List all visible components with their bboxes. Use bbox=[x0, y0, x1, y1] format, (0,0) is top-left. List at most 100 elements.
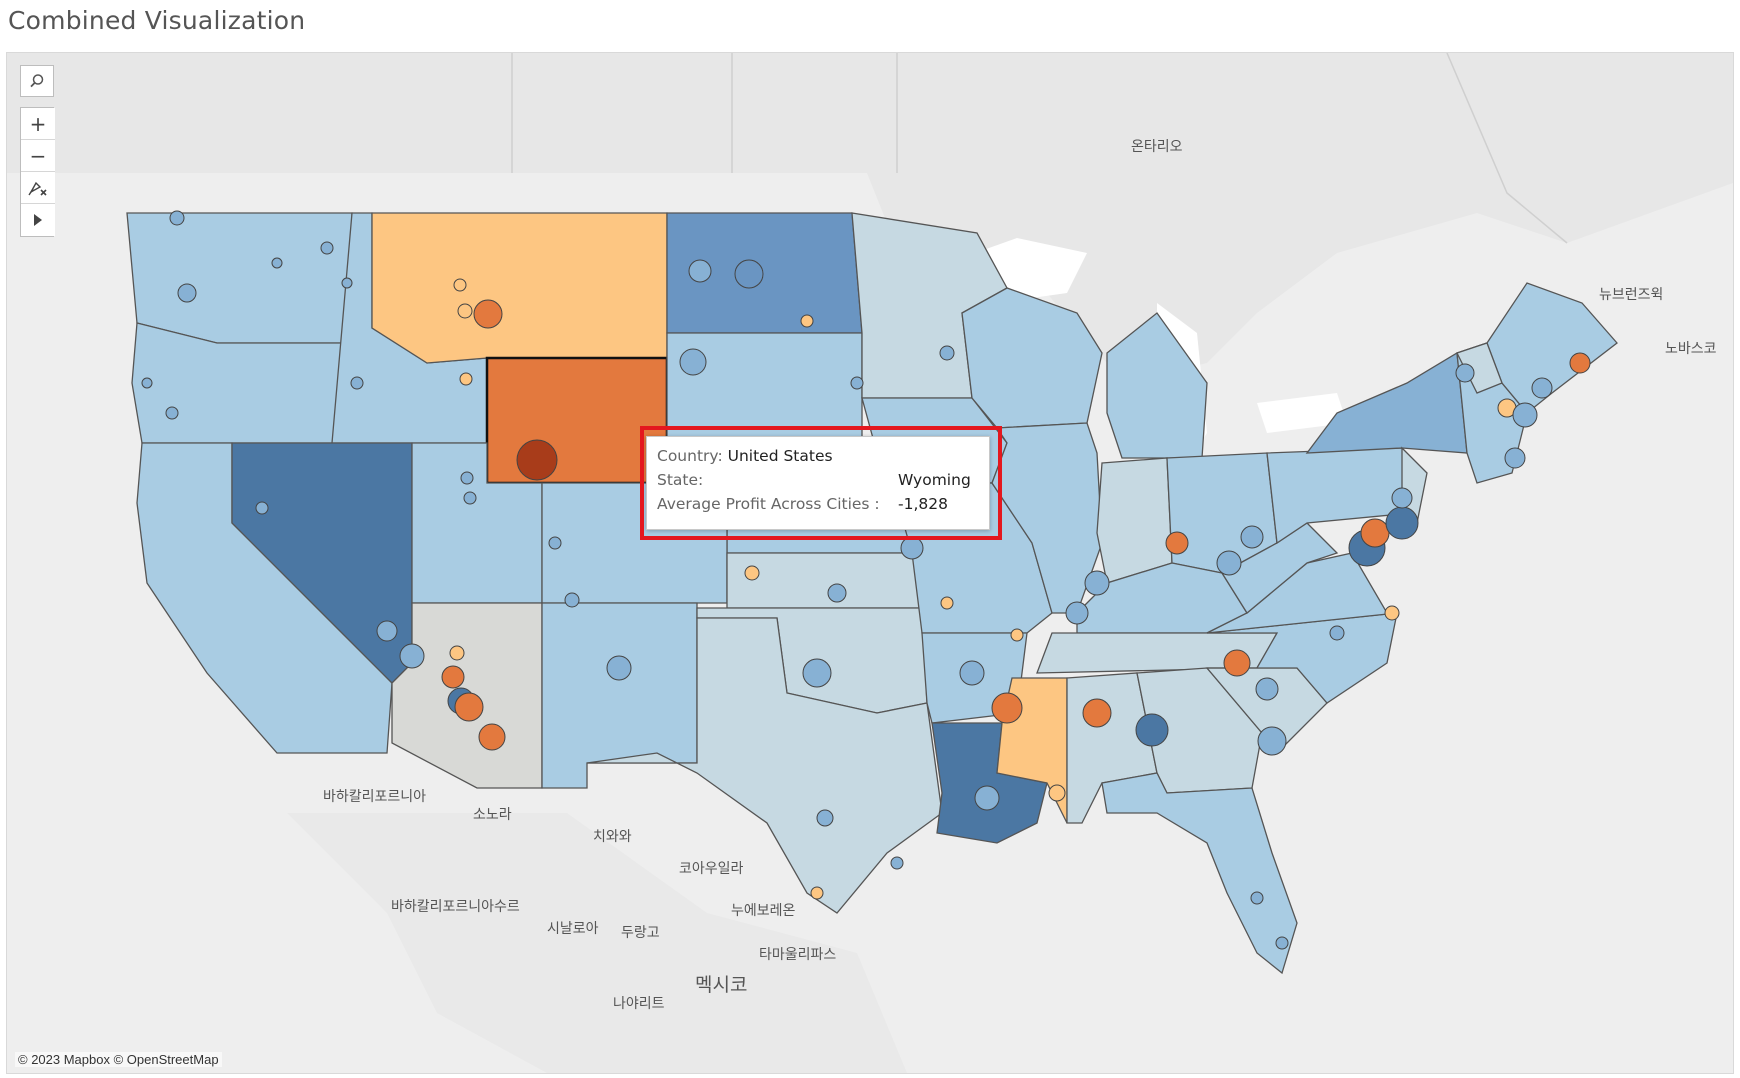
state-north-carolina[interactable] bbox=[1206, 612, 1398, 704]
city-marker[interactable] bbox=[141, 377, 153, 389]
city-marker[interactable] bbox=[1512, 402, 1538, 428]
label-tamaulipas: 타마울리파스 bbox=[759, 947, 836, 963]
tooltip-state-label: State: bbox=[657, 471, 704, 489]
state-wisconsin[interactable] bbox=[961, 287, 1103, 429]
city-marker[interactable] bbox=[548, 536, 562, 550]
mexico-region bbox=[287, 813, 907, 1073]
city-marker[interactable] bbox=[341, 277, 353, 289]
city-marker[interactable] bbox=[827, 583, 847, 603]
city-marker[interactable] bbox=[734, 259, 764, 289]
city-marker[interactable] bbox=[1135, 713, 1169, 747]
city-marker[interactable] bbox=[1275, 936, 1289, 950]
state-kansas[interactable] bbox=[726, 552, 923, 609]
city-markers bbox=[141, 210, 1591, 950]
city-marker[interactable] bbox=[1455, 363, 1475, 383]
zoom-in-button[interactable]: + bbox=[21, 108, 55, 140]
city-marker[interactable] bbox=[1531, 377, 1553, 399]
city-marker[interactable] bbox=[940, 596, 954, 610]
city-marker[interactable] bbox=[802, 658, 832, 688]
city-marker[interactable] bbox=[1391, 487, 1413, 509]
city-marker[interactable] bbox=[454, 692, 484, 722]
city-marker[interactable] bbox=[1223, 649, 1251, 677]
city-marker[interactable] bbox=[800, 314, 814, 328]
city-marker[interactable] bbox=[441, 665, 465, 689]
city-marker[interactable] bbox=[473, 299, 503, 329]
city-marker[interactable] bbox=[457, 303, 473, 319]
city-marker[interactable] bbox=[177, 283, 197, 303]
city-marker[interactable] bbox=[564, 592, 580, 608]
state-indiana[interactable] bbox=[1096, 457, 1173, 584]
label-chihuahua: 치와와 bbox=[593, 829, 632, 845]
city-marker[interactable] bbox=[991, 692, 1023, 724]
city-marker[interactable] bbox=[255, 501, 269, 515]
wyoming-city-marker[interactable] bbox=[516, 439, 558, 481]
city-marker[interactable] bbox=[1048, 784, 1066, 802]
city-marker[interactable] bbox=[1385, 506, 1419, 540]
city-marker[interactable] bbox=[478, 723, 506, 751]
state-montana[interactable] bbox=[371, 212, 668, 364]
city-marker[interactable] bbox=[1010, 628, 1024, 642]
reset-pin-button[interactable] bbox=[21, 172, 55, 204]
city-marker[interactable] bbox=[939, 345, 955, 361]
city-marker[interactable] bbox=[460, 471, 474, 485]
city-marker[interactable] bbox=[1065, 601, 1089, 625]
city-marker[interactable] bbox=[1569, 352, 1591, 374]
city-marker[interactable] bbox=[810, 886, 824, 900]
label-new-brunswick: 뉴브런즈윅 bbox=[1599, 287, 1663, 303]
city-marker[interactable] bbox=[1504, 447, 1526, 469]
city-marker[interactable] bbox=[974, 785, 1000, 811]
city-marker[interactable] bbox=[320, 241, 334, 255]
city-marker[interactable] bbox=[453, 278, 467, 292]
city-marker[interactable] bbox=[816, 809, 834, 827]
city-marker[interactable] bbox=[1255, 677, 1279, 701]
city-marker[interactable] bbox=[606, 655, 632, 681]
label-durango: 두랑고 bbox=[621, 925, 660, 941]
city-marker[interactable] bbox=[399, 643, 425, 669]
city-marker[interactable] bbox=[1082, 698, 1112, 728]
reset-pin-icon bbox=[28, 181, 47, 196]
city-marker[interactable] bbox=[459, 372, 473, 386]
city-marker[interactable] bbox=[1216, 550, 1242, 576]
city-marker[interactable] bbox=[744, 565, 760, 581]
city-marker[interactable] bbox=[1257, 726, 1287, 756]
expand-toolbar-button[interactable] bbox=[21, 204, 55, 236]
city-marker[interactable] bbox=[376, 620, 398, 642]
city-marker[interactable] bbox=[1250, 891, 1264, 905]
city-marker[interactable] bbox=[1084, 570, 1110, 596]
map-view[interactable]: 온타리오 뉴브런즈윅 노바스코 바하칼리포르니아 소노라 치와와 코아우일라 누… bbox=[6, 52, 1734, 1074]
tooltip-country-value: United States bbox=[727, 447, 833, 465]
label-nova-scotia: 노바스코 bbox=[1665, 341, 1717, 357]
city-marker[interactable] bbox=[688, 259, 712, 283]
city-marker[interactable] bbox=[900, 536, 924, 560]
state-washington[interactable] bbox=[126, 212, 353, 344]
city-marker[interactable] bbox=[1360, 518, 1390, 548]
city-marker[interactable] bbox=[449, 645, 465, 661]
background-borders bbox=[511, 53, 1568, 244]
label-sinaloa: 시날로아 bbox=[547, 921, 599, 937]
tooltip-state-row: State: bbox=[657, 471, 703, 489]
city-marker[interactable] bbox=[1329, 625, 1345, 641]
us-state-map[interactable]: 온타리오 뉴브런즈윅 노바스코 바하칼리포르니아 소노라 치와와 코아우일라 누… bbox=[7, 53, 1733, 1073]
state-wyoming[interactable] bbox=[485, 356, 669, 485]
city-marker[interactable] bbox=[1384, 605, 1400, 621]
city-marker[interactable] bbox=[679, 348, 707, 376]
zoom-out-button[interactable]: − bbox=[21, 140, 55, 172]
city-marker[interactable] bbox=[890, 856, 904, 870]
city-marker[interactable] bbox=[850, 376, 864, 390]
map-toolbar: + − bbox=[20, 65, 55, 237]
city-marker[interactable] bbox=[271, 257, 283, 269]
tooltip-state-value: Wyoming bbox=[898, 471, 971, 489]
map-attribution[interactable]: © 2023 Mapbox © OpenStreetMap bbox=[15, 1052, 222, 1067]
play-arrow-icon bbox=[34, 214, 42, 226]
state-tooltip: Country: United States State: Wyoming Av… bbox=[646, 436, 990, 530]
city-marker[interactable] bbox=[959, 660, 985, 686]
city-marker[interactable] bbox=[1240, 525, 1264, 549]
city-marker[interactable] bbox=[350, 376, 364, 390]
state-florida[interactable] bbox=[1101, 772, 1298, 975]
city-marker[interactable] bbox=[1165, 531, 1189, 555]
city-marker[interactable] bbox=[463, 491, 477, 505]
search-button[interactable] bbox=[20, 65, 54, 97]
state-texas[interactable] bbox=[586, 617, 943, 914]
city-marker[interactable] bbox=[169, 210, 185, 226]
city-marker[interactable] bbox=[165, 406, 179, 420]
